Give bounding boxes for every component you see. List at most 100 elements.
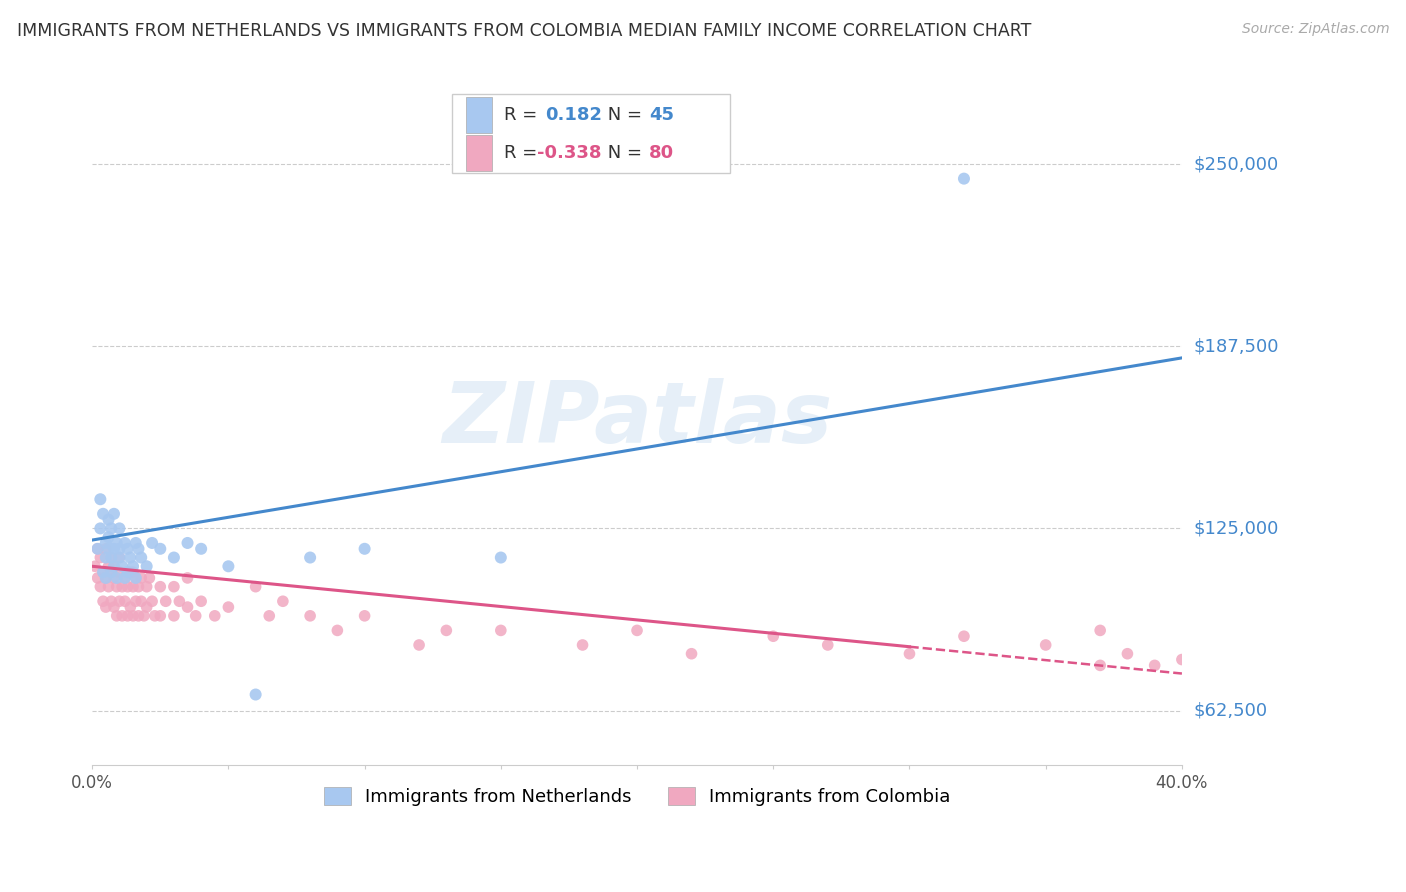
Point [94,600,117,615]
Text: Source: ZipAtlas.com: Source: ZipAtlas.com [1241,22,1389,37]
Point [135,580,157,594]
Point [128,541,150,556]
Text: 80: 80 [650,145,673,162]
Point [100,550,122,565]
Point [111,608,134,623]
Point [89,521,111,535]
Point [108,541,131,556]
Point [125,536,148,550]
Point [94,536,117,550]
Point [108,550,131,565]
Point [163,580,186,594]
Point [129,550,152,565]
Point [97,530,120,544]
Point [91,565,114,579]
Point [681,647,703,661]
Point [135,600,157,615]
Text: R =: R = [505,145,543,162]
Point [103,600,125,615]
Point [163,550,186,565]
Point [143,608,166,623]
Point [1143,658,1166,673]
Point [86,541,108,556]
Text: -0.338: -0.338 [537,145,602,162]
Point [135,559,157,574]
Point [259,608,281,623]
Point [762,629,785,643]
Point [114,571,136,585]
Point [100,594,122,608]
Point [149,580,172,594]
Point [817,638,839,652]
Point [125,571,148,585]
Point [1171,652,1194,666]
Point [155,594,177,608]
Point [111,580,134,594]
Point [97,559,120,574]
Point [108,594,131,608]
Point [117,565,139,579]
Point [100,521,122,535]
Point [299,608,322,623]
Text: 0.182: 0.182 [546,106,603,124]
Point [138,571,160,585]
Point [217,600,239,615]
Point [94,541,117,556]
Point [100,565,122,579]
Point [149,541,172,556]
Point [271,594,294,608]
Point [128,580,150,594]
Point [129,594,152,608]
Point [103,571,125,585]
Point [571,638,593,652]
Point [245,580,267,594]
Point [94,550,117,565]
Point [245,688,267,702]
Point [1035,638,1057,652]
Point [217,559,239,574]
Point [326,624,349,638]
Text: 45: 45 [650,106,673,124]
Point [117,608,139,623]
Point [108,521,131,535]
Point [299,550,322,565]
Point [120,550,142,565]
Point [120,565,142,579]
Point [89,492,111,507]
Point [204,608,226,623]
Point [97,541,120,556]
Point [114,594,136,608]
Point [122,608,145,623]
Point [434,624,457,638]
FancyBboxPatch shape [451,94,730,173]
Point [83,559,105,574]
Point [125,571,148,585]
Legend: Immigrants from Netherlands, Immigrants from Colombia: Immigrants from Netherlands, Immigrants … [315,778,959,815]
Point [353,608,375,623]
Point [114,571,136,585]
Text: N =: N = [602,145,648,162]
Text: $187,500: $187,500 [1194,337,1278,355]
Point [86,571,108,585]
FancyBboxPatch shape [465,97,492,133]
Point [91,594,114,608]
Point [353,541,375,556]
Point [176,571,198,585]
Text: $125,000: $125,000 [1194,519,1278,537]
Point [408,638,430,652]
Point [103,559,125,574]
Text: $62,500: $62,500 [1194,701,1267,720]
Point [91,507,114,521]
Point [184,608,207,623]
Point [108,565,131,579]
Point [129,571,152,585]
Point [105,580,128,594]
FancyBboxPatch shape [465,136,492,171]
Point [176,600,198,615]
Point [97,513,120,527]
Text: N =: N = [602,106,648,124]
Point [103,541,125,556]
Point [132,608,155,623]
Point [114,536,136,550]
Point [190,541,212,556]
